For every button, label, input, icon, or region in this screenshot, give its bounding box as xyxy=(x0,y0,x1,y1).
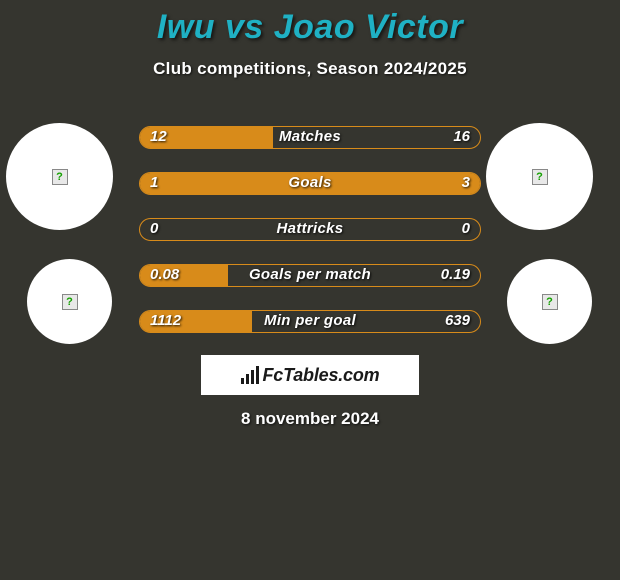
stat-label: Goals per match xyxy=(140,266,480,283)
stat-label: Goals xyxy=(140,174,480,191)
stat-row: 1Goals3 xyxy=(139,172,481,195)
player-left-avatar: ? xyxy=(6,123,113,230)
stat-row: 0.08Goals per match0.19 xyxy=(139,264,481,287)
stat-value-right: 0.19 xyxy=(441,266,470,283)
image-placeholder-icon: ? xyxy=(532,169,548,185)
stat-row: 0Hattricks0 xyxy=(139,218,481,241)
brand-logo[interactable]: FcTables.com xyxy=(201,355,419,395)
page-subtitle: Club competitions, Season 2024/2025 xyxy=(0,59,620,79)
page-title: Iwu vs Joao Victor xyxy=(0,0,620,47)
stat-value-right: 3 xyxy=(462,174,470,191)
stats-bars: 12Matches16 1Goals3 0Hattricks0 0.08Goals p… xyxy=(139,126,481,356)
stat-row: 1112Min per goal639 xyxy=(139,310,481,333)
stat-value-right: 0 xyxy=(462,220,470,237)
bars-chart-icon xyxy=(241,366,259,384)
date-label: 8 november 2024 xyxy=(0,409,620,429)
stat-row: 12Matches16 xyxy=(139,126,481,149)
stat-label: Hattricks xyxy=(140,220,480,237)
image-placeholder-icon: ? xyxy=(52,169,68,185)
player-right-avatar: ? xyxy=(486,123,593,230)
stat-label: Matches xyxy=(140,128,480,145)
brand-text: FcTables.com xyxy=(263,365,380,386)
image-placeholder-icon: ? xyxy=(62,294,78,310)
stat-label: Min per goal xyxy=(140,312,480,329)
club-right-badge: ? xyxy=(507,259,592,344)
stat-value-right: 639 xyxy=(445,312,470,329)
club-left-badge: ? xyxy=(27,259,112,344)
image-placeholder-icon: ? xyxy=(542,294,558,310)
stat-value-right: 16 xyxy=(453,128,470,145)
